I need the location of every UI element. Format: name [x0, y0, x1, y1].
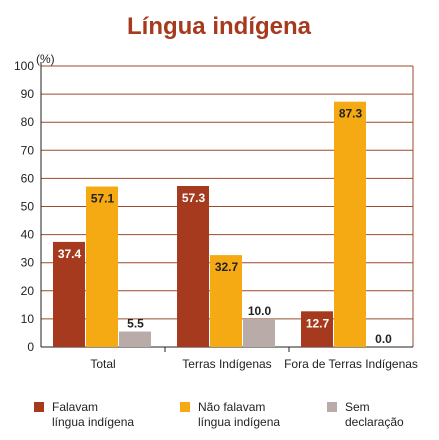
value-labels: 37.4 57.1 5.5 57.3 32.7 10.0 12.7 87.3 0.0	[58, 107, 392, 346]
legend-swatch	[327, 402, 337, 412]
legend-label: Não falavam	[198, 400, 266, 414]
legend-swatch	[180, 402, 190, 412]
chart-title: Língua indígena	[127, 13, 312, 40]
y-tick-label: 30	[21, 256, 35, 270]
y-ticks: 0 10 20 30 40 50 60 70 80 90 100	[14, 59, 34, 354]
bar-2-0	[119, 331, 151, 347]
x-tick-label: Fora de Terras Indígenas	[284, 357, 418, 371]
data-label: 0.0	[375, 332, 392, 346]
legend-swatch	[34, 402, 44, 412]
y-tick-label: 70	[21, 143, 35, 157]
y-tick-label: 80	[21, 115, 35, 129]
x-tick-label: Terras Indígenas	[182, 357, 271, 371]
y-tick-label: 10	[21, 312, 35, 326]
y-tick-label: 0	[27, 340, 34, 354]
data-label: 57.1	[91, 192, 115, 206]
bar-1-2	[334, 101, 366, 347]
bar-0-0	[53, 241, 85, 347]
data-label: 12.7	[306, 316, 330, 330]
y-tick-label: 60	[21, 171, 35, 185]
bars	[53, 101, 366, 347]
bar-1-0	[86, 186, 118, 347]
x-ticks: Total Terras Indígenas Fora de Terras Indí…	[90, 347, 418, 371]
data-label: 37.4	[58, 247, 82, 261]
legend-label: Sem	[345, 400, 370, 414]
y-tick-label: 100	[14, 59, 34, 73]
data-label: 5.5	[127, 317, 144, 331]
bar-0-2	[301, 311, 333, 347]
bar-2-1	[243, 318, 275, 347]
y-tick-label: 90	[21, 87, 35, 101]
legend-label: língua indígena	[52, 415, 135, 429]
y-tick-label: 40	[21, 228, 35, 242]
data-label: 10.0	[248, 304, 272, 318]
y-tick-label: 50	[21, 200, 35, 214]
y-tick-label: 20	[21, 284, 35, 298]
legend-label: declaração	[345, 415, 404, 429]
bar-1-1	[210, 255, 242, 347]
legend-label: Falavam	[52, 400, 99, 414]
data-label: 87.3	[339, 107, 363, 121]
legend-label: língua indígena	[198, 415, 281, 429]
data-label: 32.7	[215, 260, 239, 274]
x-tick-label: Total	[90, 357, 115, 371]
bar-0-1	[177, 185, 209, 347]
data-label: 57.3	[182, 191, 206, 205]
y-axis-unit: (%)	[36, 52, 55, 66]
